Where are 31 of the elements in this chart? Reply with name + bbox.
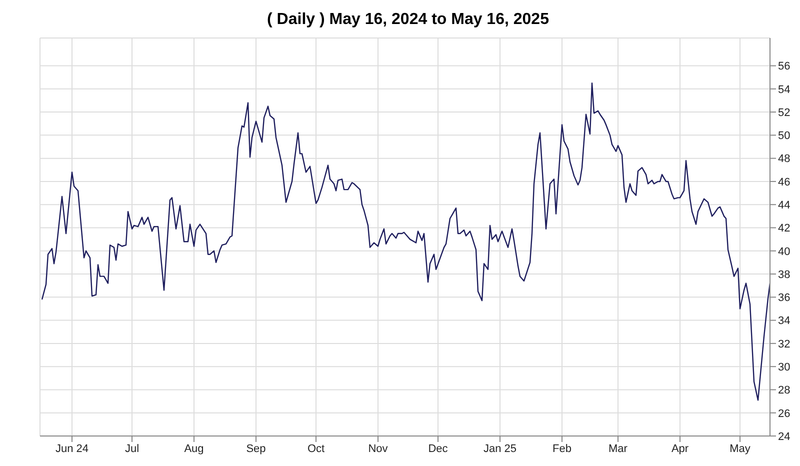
y-tick-label: 54	[778, 84, 790, 96]
x-tick-label: May	[730, 442, 751, 455]
x-tick-label: Aug	[184, 442, 204, 455]
x-tick-label: Nov	[368, 442, 388, 455]
x-tick-label: Jul	[124, 442, 140, 455]
y-tick-label: 56	[778, 60, 790, 73]
x-tick-label: Sep	[246, 442, 266, 455]
x-tick-label: Apr	[671, 442, 689, 455]
chart-title: ( Daily ) May 16, 2024 to May 16, 2025	[266, 10, 550, 30]
y-tick-label: 46	[778, 176, 790, 188]
x-tick-label: Jun 24	[55, 442, 89, 455]
y-tick-label: 50	[778, 130, 790, 142]
y-tick-label: 38	[778, 268, 790, 281]
line-series	[41, 82, 770, 401]
y-tick-label: 42	[778, 222, 790, 235]
x-tick-label: Jan 25	[483, 442, 517, 455]
y-tick-label: 24	[778, 430, 790, 443]
y-tick-label: 40	[778, 246, 790, 258]
x-tick-label: Feb	[552, 442, 572, 455]
x-tick-label: Mar	[608, 442, 628, 455]
y-tick-label: 30	[778, 361, 790, 374]
x-tick-label: Oct	[307, 442, 325, 455]
y-tick-label: 28	[778, 384, 790, 397]
y-tick-label: 52	[778, 106, 790, 119]
y-tick-label: 44	[778, 200, 790, 212]
y-tick-label: 32	[778, 338, 790, 350]
y-tick-label: 48	[778, 153, 790, 166]
y-tick-label: 36	[778, 292, 790, 304]
x-tick-label: Dec	[428, 442, 448, 455]
y-tick-label: 26	[778, 408, 790, 420]
y-tick-label: 34	[778, 315, 790, 328]
